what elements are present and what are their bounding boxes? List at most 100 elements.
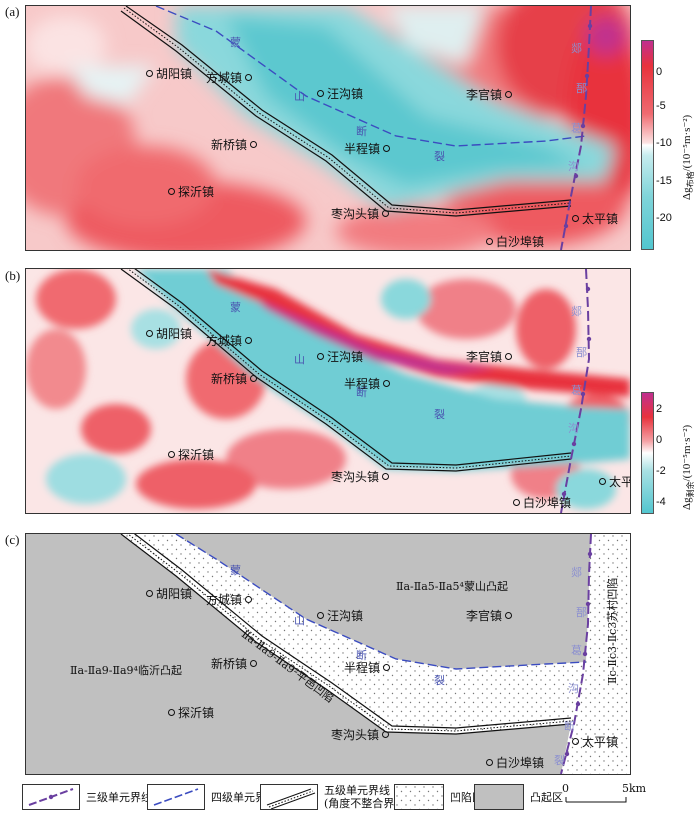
town-huyang: 胡阳镇 (146, 585, 192, 602)
town-tanyi: 探沂镇 (168, 704, 214, 721)
fault-label-shan: 山 (294, 353, 305, 366)
scale-bar: 0 5km (560, 780, 680, 814)
town-fangcheng: 方城镇 (206, 332, 253, 349)
town-banchen: 半程镇 (344, 140, 391, 157)
fault-label-lie: 裂 (434, 408, 445, 421)
town-marker-icon (146, 590, 153, 597)
scale-bar-icon (565, 797, 627, 803)
town-marker-icon (168, 451, 175, 458)
fault-label-ge: 葛 (571, 644, 582, 657)
unit-label-sucun-depression: Ⅱc-Ⅱc3-Ⅱc3苏村凹陷 (606, 577, 619, 684)
town-marker-icon (513, 499, 520, 506)
town-banchen: 半程镇 (344, 375, 391, 392)
town-baishabu: 白沙埠镇 (486, 754, 544, 771)
colorbar-b-title: Δg剩余/(10⁻⁵m·s⁻²) (681, 424, 696, 510)
fault-label-tan: 郯 (571, 305, 582, 318)
town-marker-icon (250, 660, 258, 667)
town-wanggou: 汪沟镇 (317, 85, 363, 102)
town-fangcheng: 方城镇 (206, 591, 253, 608)
fault-label-meng: 蒙 (230, 301, 241, 314)
town-marker-icon (599, 478, 606, 485)
fault-label-gou: 沟 (568, 682, 579, 695)
town-xinqiao: 新桥镇 (211, 370, 258, 387)
town-xinqiao: 新桥镇 (211, 655, 258, 672)
depression-pattern-icon (394, 784, 444, 810)
fault-label-shan: 山 (294, 90, 305, 103)
fault-label-ge: 葛 (571, 384, 582, 397)
town-liguan: 李官镇 (466, 348, 513, 365)
fourth-level-line-icon (147, 784, 205, 810)
town-marker-icon (505, 612, 513, 619)
fault-label-wu: 郚 (576, 606, 587, 619)
fifth-level-line-icon (260, 784, 318, 810)
colorbar-a-tick: 0 (656, 66, 663, 78)
town-tanyi: 探沂镇 (168, 183, 214, 200)
town-tanyi: 探沂镇 (168, 446, 214, 463)
town-marker-icon (382, 473, 390, 480)
town-marker-icon (168, 188, 175, 195)
unit-label-linyi-uplift: Ⅱa-Ⅱa9-Ⅱa9⁴临沂凸起 (70, 664, 182, 677)
bouguer-anomaly-field (26, 6, 630, 250)
fault-label-lie-2: 裂 (554, 754, 565, 767)
town-banchen: 半程镇 (344, 659, 391, 676)
colorbar-b-tick: 2 (656, 403, 663, 415)
legend-fifth-level: 五级单元界线 (角度不整合界线) (260, 780, 410, 814)
panel-b-label: (b) (5, 268, 21, 283)
town-marker-icon (250, 141, 258, 148)
town-marker-icon (245, 337, 253, 344)
fault-label-shan: 山 (294, 614, 305, 627)
fault-label-wu: 郚 (576, 346, 587, 359)
colorbar-a-tick: -10 (656, 137, 672, 149)
town-fangcheng: 方城镇 (206, 69, 253, 86)
tectonic-units (26, 534, 630, 774)
fault-label-gou: 沟 (568, 422, 579, 435)
fault-label-lie: 裂 (434, 674, 445, 687)
fault-label-tan: 郯 (571, 42, 582, 55)
town-marker-icon (168, 709, 175, 716)
town-marker-icon (317, 353, 324, 360)
fault-label-meng: 蒙 (230, 564, 241, 577)
town-marker-icon (486, 238, 493, 245)
residual-gravity-map: 蒙 山 断 裂 郯 郚 葛 沟 胡阳镇 方城镇 汪沟镇 李官镇 新桥镇 半程镇 … (25, 268, 631, 514)
fault-label-wu: 郚 (576, 82, 587, 95)
town-marker-icon (146, 330, 153, 337)
town-zaogoutou: 枣沟头镇 (331, 468, 390, 485)
town-zaogoutou: 枣沟头镇 (331, 205, 390, 222)
town-marker-icon (250, 375, 258, 382)
panel-a-label: (a) (5, 4, 20, 19)
colorbar-a-tick: -15 (656, 175, 672, 187)
unit-label-mengshan-uplift: Ⅱa-Ⅱa5-Ⅱa5⁴蒙山凸起 (396, 580, 508, 593)
colorbar-a-title: Δg布格/(10⁻⁵m·s⁻²) (681, 114, 696, 200)
town-marker-icon (572, 738, 579, 745)
town-marker-icon (572, 215, 579, 222)
town-huyang: 胡阳镇 (146, 325, 192, 342)
town-marker-icon (317, 90, 324, 97)
town-marker-icon (382, 210, 390, 217)
panel-c-label: (c) (5, 532, 20, 547)
fault-label-duan-2: 断 (564, 720, 575, 733)
town-zaogoutou: 枣沟头镇 (331, 726, 390, 743)
fault-label-duan: 断 (356, 125, 367, 138)
tectonic-unit-map: 蒙 山 断 裂 郯 郚 葛 沟 断 裂 Ⅱa-Ⅱa5-Ⅱa5⁴蒙山凸起 Ⅱa-Ⅱ… (25, 533, 631, 775)
town-marker-icon (245, 74, 253, 81)
colorbar-a-tick: -5 (656, 100, 666, 112)
fault-label-duan: 断 (356, 649, 367, 662)
town-taiping: 太平镇 (572, 733, 618, 750)
town-liguan: 李官镇 (466, 86, 513, 103)
colorbar-b-tick: 0 (656, 434, 663, 446)
town-marker-icon (383, 145, 391, 152)
town-wanggou: 汪沟镇 (317, 348, 363, 365)
town-marker-icon (317, 612, 324, 619)
town-baishabu: 白沙埠镇 (486, 233, 544, 250)
fault-label-lie: 裂 (434, 150, 445, 163)
town-marker-icon (383, 380, 391, 387)
colorbar-b-tick: -2 (656, 465, 666, 477)
fault-label-tan: 郯 (571, 566, 582, 579)
bouguer-gravity-map: 蒙 山 断 裂 郯 郚 葛 沟 胡阳镇 方城镇 汪沟镇 李官镇 新桥镇 半程镇 … (25, 5, 631, 251)
town-taiping: 太平镇 (572, 210, 618, 227)
colorbar-b-tick: -4 (656, 496, 666, 508)
town-xinqiao: 新桥镇 (211, 136, 258, 153)
legend-uplift: 凸起区 (474, 780, 563, 814)
fault-label-ge: 葛 (571, 122, 582, 135)
bouguer-colorbar (641, 40, 654, 250)
